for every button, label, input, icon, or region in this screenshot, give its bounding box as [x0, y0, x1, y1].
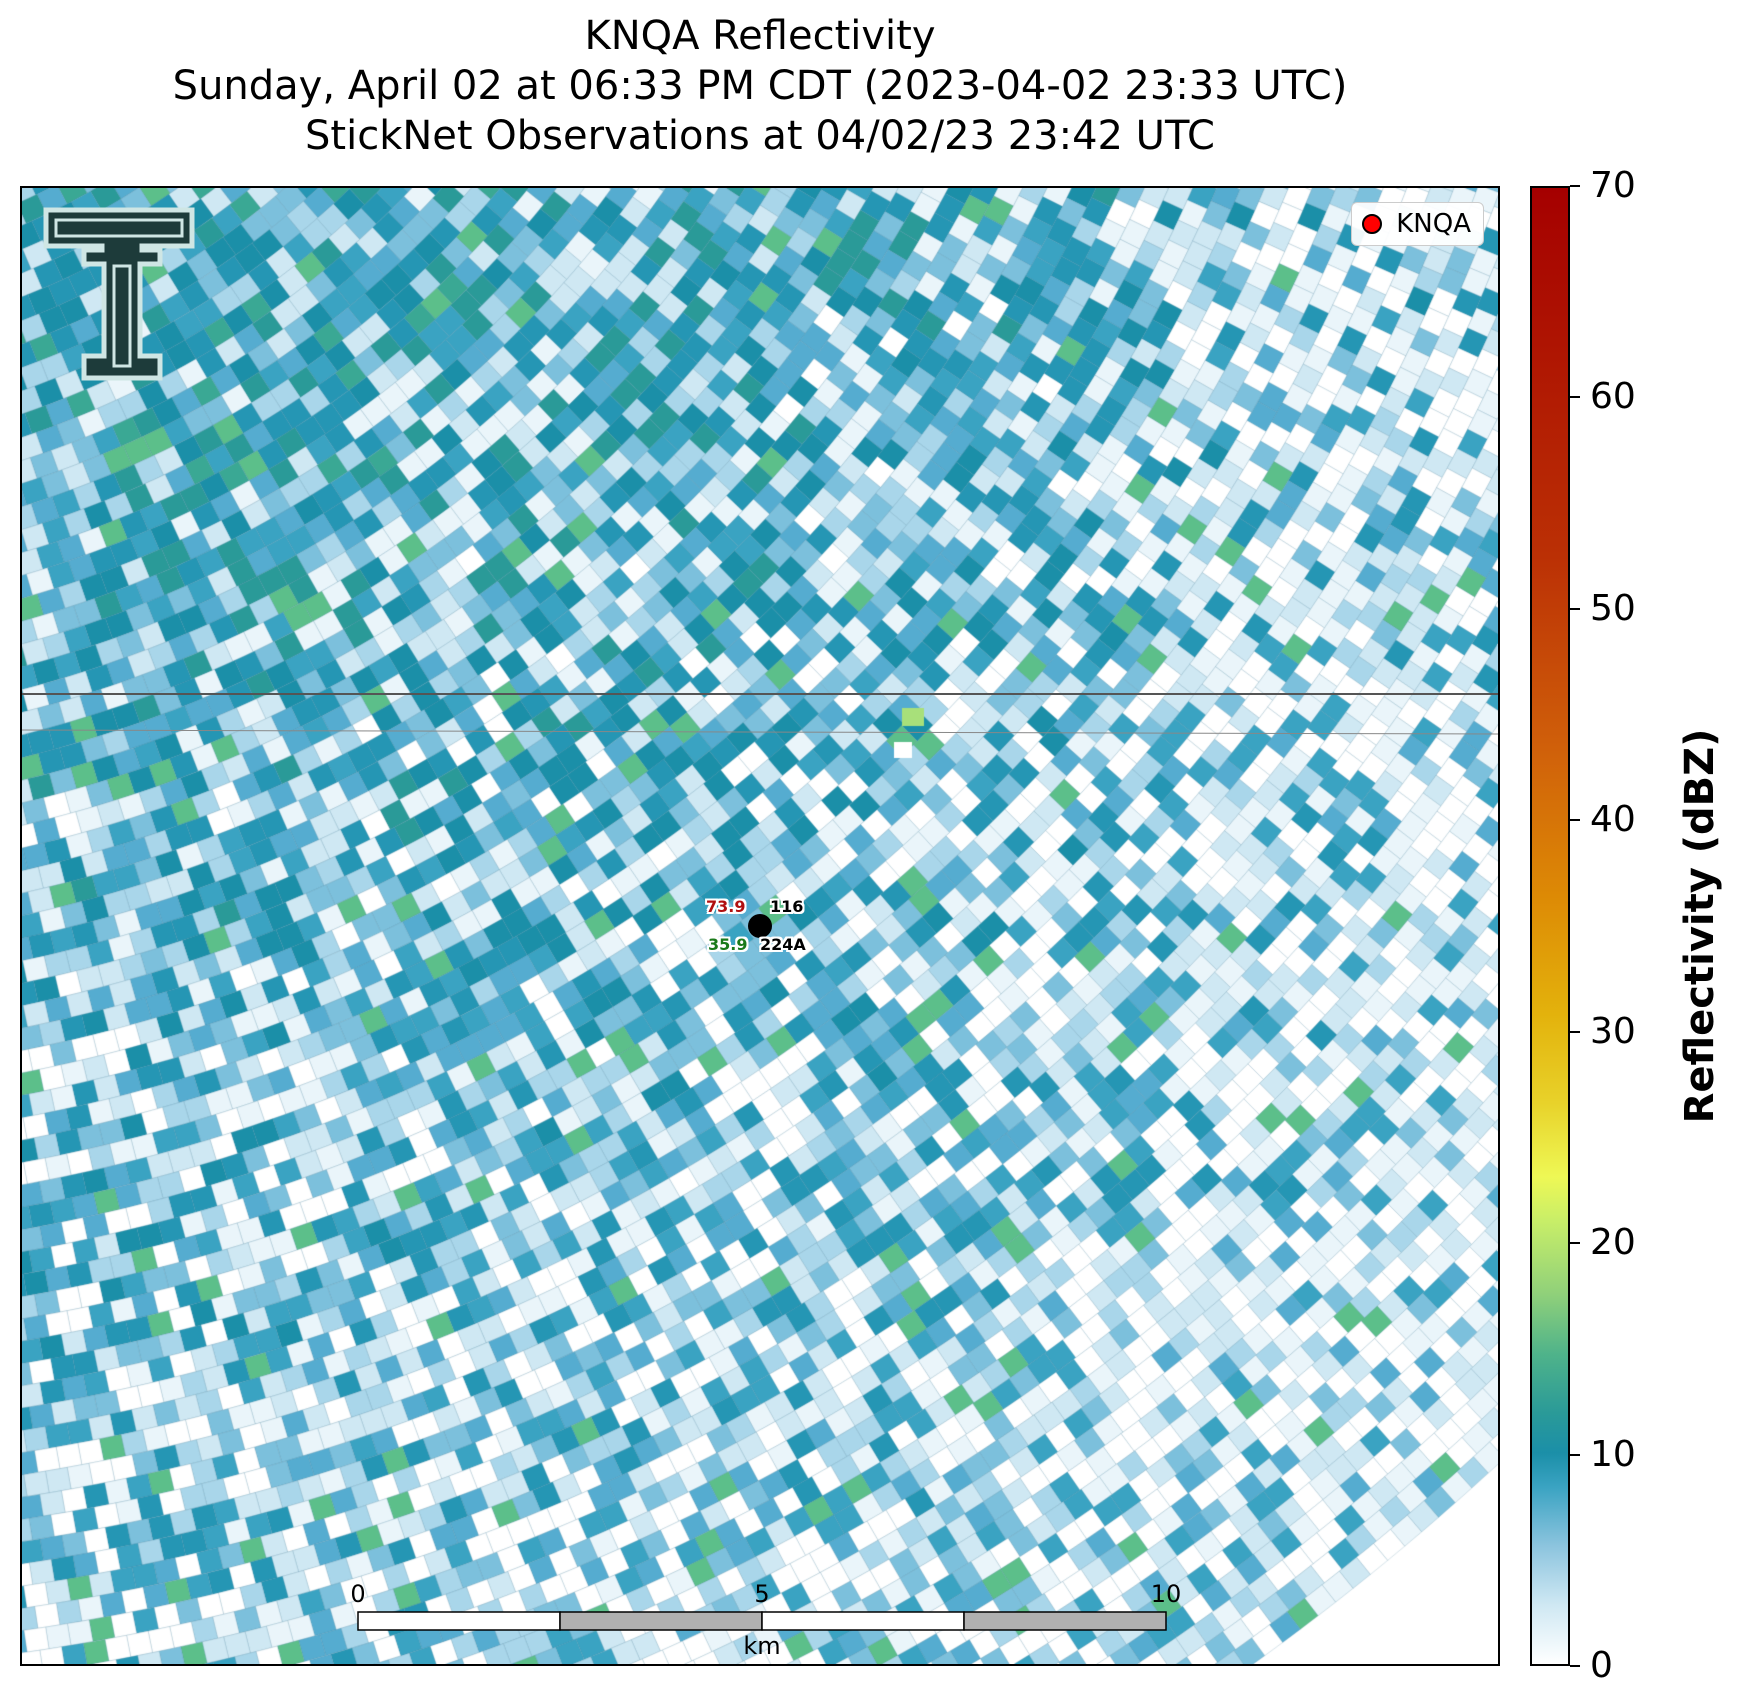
dewpoint-label: 35.9 [708, 935, 748, 954]
colorbar-tick-mark [1570, 396, 1580, 399]
legend-label: KNQA [1396, 209, 1471, 239]
colorbar-tick-label: 10 [1590, 1433, 1636, 1475]
title-line-2: Sunday, April 02 at 06:33 PM CDT (2023-0… [172, 63, 1348, 109]
colorbar-tick-mark [1570, 1453, 1580, 1456]
colorbar-tick-mark [1570, 819, 1580, 822]
colorbar-tick-label: 40 [1590, 799, 1636, 841]
map-overlay [22, 693, 1498, 938]
map-legend: KNQA [1351, 202, 1484, 246]
colorbar-tick-label: 0 [1590, 1645, 1613, 1686]
texas-tech-logo [43, 207, 195, 381]
colorbar-tick-mark [1570, 185, 1580, 187]
colorbar-tick-label: 30 [1590, 1010, 1636, 1052]
station-id-116: 116 [770, 897, 804, 916]
radar-map[interactable]: KNQA 73.9 116 35.9 224A 0 5 10 km [20, 186, 1500, 1666]
station-id-224a: 224A [760, 935, 806, 954]
county-line-secondary [22, 729, 1498, 735]
colorbar-tick-mark [1570, 1665, 1580, 1667]
title-line-1: KNQA Reflectivity [584, 13, 936, 59]
colorbar-tick-label: 60 [1590, 376, 1636, 418]
colorbar-tick-label: 50 [1590, 587, 1636, 629]
colorbar-label: Reflectivity (dBZ) [1677, 728, 1723, 1124]
temperature-label: 73.9 [706, 897, 746, 916]
station-marker [748, 914, 772, 938]
knqa-marker-icon [1362, 214, 1383, 234]
title-line-3: StickNet Observations at 04/02/23 23:42 … [305, 113, 1215, 159]
colorbar-tick-mark [1570, 1030, 1580, 1033]
colorbar-tick-mark [1570, 607, 1580, 610]
colorbar-tick-label: 70 [1590, 165, 1636, 206]
colorbar-tick-mark [1570, 1242, 1580, 1245]
colorbar [1530, 186, 1570, 1666]
colorbar-tick-label: 20 [1590, 1222, 1636, 1264]
